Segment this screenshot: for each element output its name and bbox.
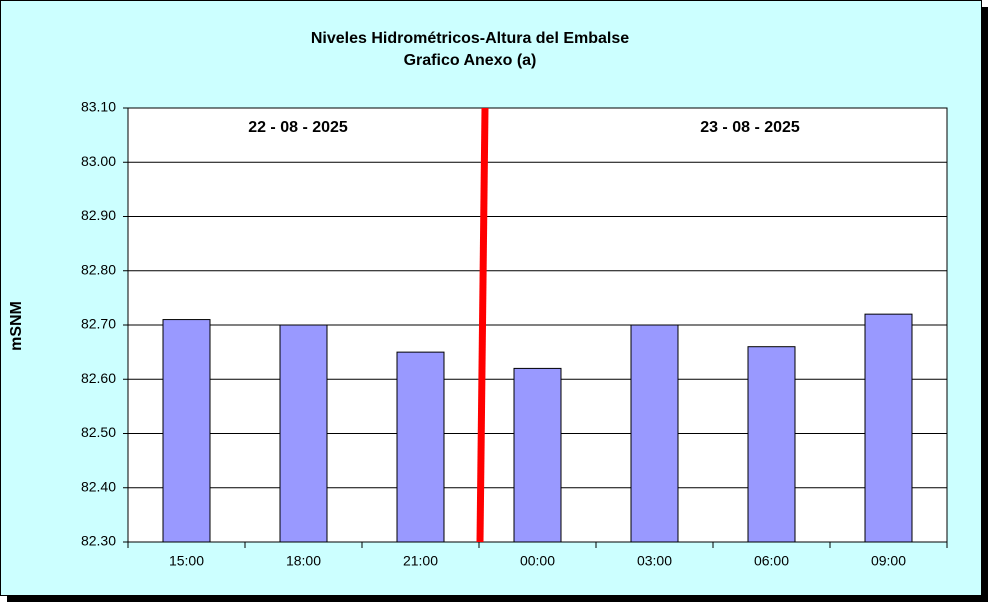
bar bbox=[747, 346, 796, 543]
y-tick-label: 82.40 bbox=[81, 478, 116, 494]
bar bbox=[630, 324, 679, 543]
date-annotation: 23 - 08 - 2025 bbox=[700, 119, 800, 136]
bar bbox=[513, 367, 562, 543]
x-tick-label: 15:00 bbox=[169, 553, 204, 569]
date-annotation: 22 - 08 - 2025 bbox=[248, 119, 348, 136]
chart-subtitle: Grafico Anexo (a) bbox=[404, 52, 537, 69]
y-tick-label: 82.70 bbox=[81, 316, 116, 332]
y-tick-label: 82.60 bbox=[81, 370, 116, 386]
y-tick-label: 82.30 bbox=[81, 533, 116, 549]
x-tick-label: 00:00 bbox=[520, 553, 555, 569]
bar bbox=[864, 313, 913, 543]
x-tick-label: 09:00 bbox=[871, 553, 906, 569]
bar bbox=[162, 319, 211, 543]
y-tick-label: 82.50 bbox=[81, 424, 116, 440]
x-tick-label: 21:00 bbox=[403, 553, 438, 569]
y-tick-label: 83.00 bbox=[81, 153, 116, 169]
y-tick-label: 82.80 bbox=[81, 261, 116, 277]
bar bbox=[279, 324, 328, 543]
y-axis-label: mSNM bbox=[8, 301, 25, 351]
y-tick-label: 82.90 bbox=[81, 207, 116, 223]
bar bbox=[396, 351, 445, 543]
y-tick-label: 83.10 bbox=[81, 99, 116, 115]
date-separator bbox=[476, 107, 489, 543]
x-tick-label: 18:00 bbox=[286, 553, 321, 569]
x-tick-label: 06:00 bbox=[754, 553, 789, 569]
x-tick-label: 03:00 bbox=[637, 553, 672, 569]
chart-title: Niveles Hidrométricos-Altura del Embalse bbox=[311, 30, 629, 47]
